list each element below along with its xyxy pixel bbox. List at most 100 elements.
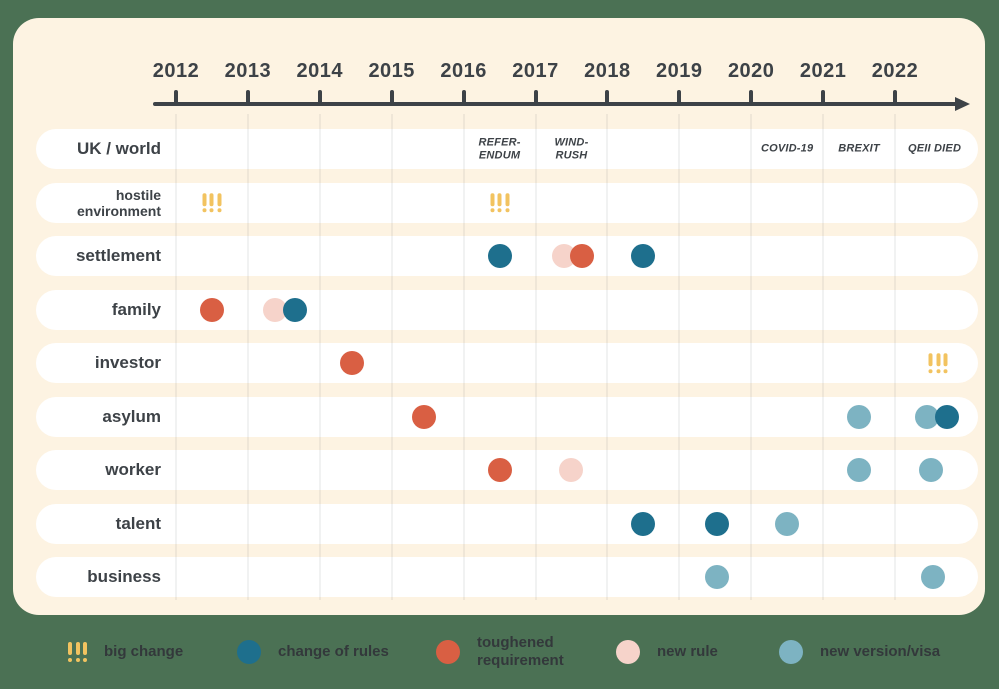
bang-bars: [928, 353, 948, 367]
row-label: settlement: [75, 246, 161, 266]
legend-item-change-of-rules: change of rules: [237, 615, 389, 689]
bang-bar: [217, 192, 222, 206]
axis-line: [153, 102, 957, 106]
event-dot-change-of-rules: [631, 244, 656, 268]
year-label: 2012: [152, 60, 200, 82]
bang-bar: [505, 192, 510, 206]
bang-dot: [928, 368, 933, 373]
bang-bars: [490, 192, 510, 206]
row-label: business: [87, 567, 161, 587]
bang-bar: [202, 192, 207, 206]
legend-change-of-rules-icon: [237, 640, 261, 664]
event-dot-change-of-rules: [704, 511, 729, 536]
bang-dot: [936, 368, 941, 373]
bang-bars: [202, 192, 222, 206]
year-label: 2022: [871, 60, 919, 82]
bang-dot: [202, 208, 207, 213]
event-dot-new-version-visa: [918, 458, 943, 482]
event-dot-toughened-requirement: [570, 244, 595, 268]
axis-tick: [821, 90, 826, 105]
event-annotation: COVID-19: [760, 142, 814, 155]
bang-dot: [75, 657, 80, 662]
bang-bar: [943, 353, 948, 367]
axis-tick: [677, 90, 682, 105]
year-label: 2020: [727, 60, 775, 82]
bang-bar: [928, 353, 933, 367]
legend-label: change of rules: [278, 643, 389, 660]
axis-tick: [174, 90, 178, 105]
legend-item-new-rule: new rule: [616, 615, 718, 689]
row-label: talent: [115, 513, 161, 533]
bang-dots: [68, 657, 87, 662]
axis-tick: [389, 90, 394, 105]
event-dot-new-version-visa: [921, 565, 946, 589]
bang-bar: [75, 642, 80, 656]
row-label: asylum: [102, 406, 161, 426]
gridline: [822, 114, 825, 600]
row-band-asylum: [36, 396, 978, 437]
year-label: 2013: [224, 60, 272, 82]
bang-dot: [83, 657, 87, 662]
gridline: [534, 114, 537, 600]
bang-dot: [497, 208, 502, 213]
gridline: [462, 114, 465, 600]
event-dot-new-rule: [559, 458, 584, 482]
event-dot-toughened-requirement: [199, 297, 224, 322]
bang-bar: [497, 192, 502, 206]
axis-tick: [317, 90, 322, 105]
row-label: family: [111, 299, 161, 319]
event-annotation: REFER- ENDUM: [478, 136, 521, 161]
axis-arrow-icon: [955, 97, 970, 111]
legend-item-toughened-requirement: toughened requirement: [436, 615, 575, 689]
legend-item-new-version-visa: new version/visa: [779, 615, 940, 689]
bang-dot: [209, 208, 214, 213]
bang-dot: [217, 208, 222, 213]
bang-bar: [83, 642, 87, 656]
axis-tick: [893, 90, 897, 105]
legend: big change change of rules toughened requi…: [0, 615, 999, 689]
year-label: 2019: [656, 60, 703, 82]
legend-new-rule-icon: [616, 640, 640, 664]
bang-bar: [936, 353, 941, 367]
event-dot-change-of-rules: [282, 297, 307, 322]
legend-label: new version/visa: [820, 643, 941, 660]
row-label: UK / world: [76, 139, 161, 159]
bang-bar: [209, 192, 214, 206]
bang-dots: [202, 208, 222, 213]
event-annotation: BREXIT: [838, 142, 880, 155]
bang-dot: [68, 657, 72, 662]
axis-tick: [749, 90, 754, 105]
legend-new-version-visa-icon: [779, 640, 803, 664]
event-dot-change-of-rules: [487, 244, 512, 268]
row-label: hostile environment: [76, 186, 161, 219]
gridline: [175, 114, 177, 600]
event-big-change-icon: [928, 353, 948, 373]
event-dot-toughened-requirement: [487, 458, 512, 482]
event-annotation: WIND- RUSH: [554, 136, 589, 161]
event-big-change-icon: [202, 192, 222, 213]
legend-big-change-icon: [68, 642, 87, 662]
event-dot-change-of-rules: [934, 404, 959, 429]
event-dot-change-of-rules: [631, 511, 656, 536]
event-dot-toughened-requirement: [340, 351, 365, 375]
row-band-business: [36, 557, 978, 597]
gridline: [750, 114, 753, 600]
bang-dot: [943, 368, 948, 373]
bang-bars: [68, 642, 87, 656]
bang-bar: [68, 642, 72, 656]
row-band-investor: [36, 343, 978, 383]
axis-tick: [245, 90, 250, 105]
bang-dots: [490, 208, 510, 213]
year-label: 2016: [440, 60, 487, 82]
year-label: 2021: [799, 60, 847, 82]
legend-item-big-change: big change: [68, 615, 183, 689]
event-dot-toughened-requirement: [412, 404, 437, 429]
bang-dots: [928, 368, 948, 373]
axis-tick: [605, 90, 610, 105]
bang-dot: [490, 208, 495, 213]
axis-tick: [461, 90, 466, 105]
event-dot-new-version-visa: [847, 458, 872, 482]
gridline: [606, 114, 609, 600]
row-band-talent: [36, 503, 978, 544]
